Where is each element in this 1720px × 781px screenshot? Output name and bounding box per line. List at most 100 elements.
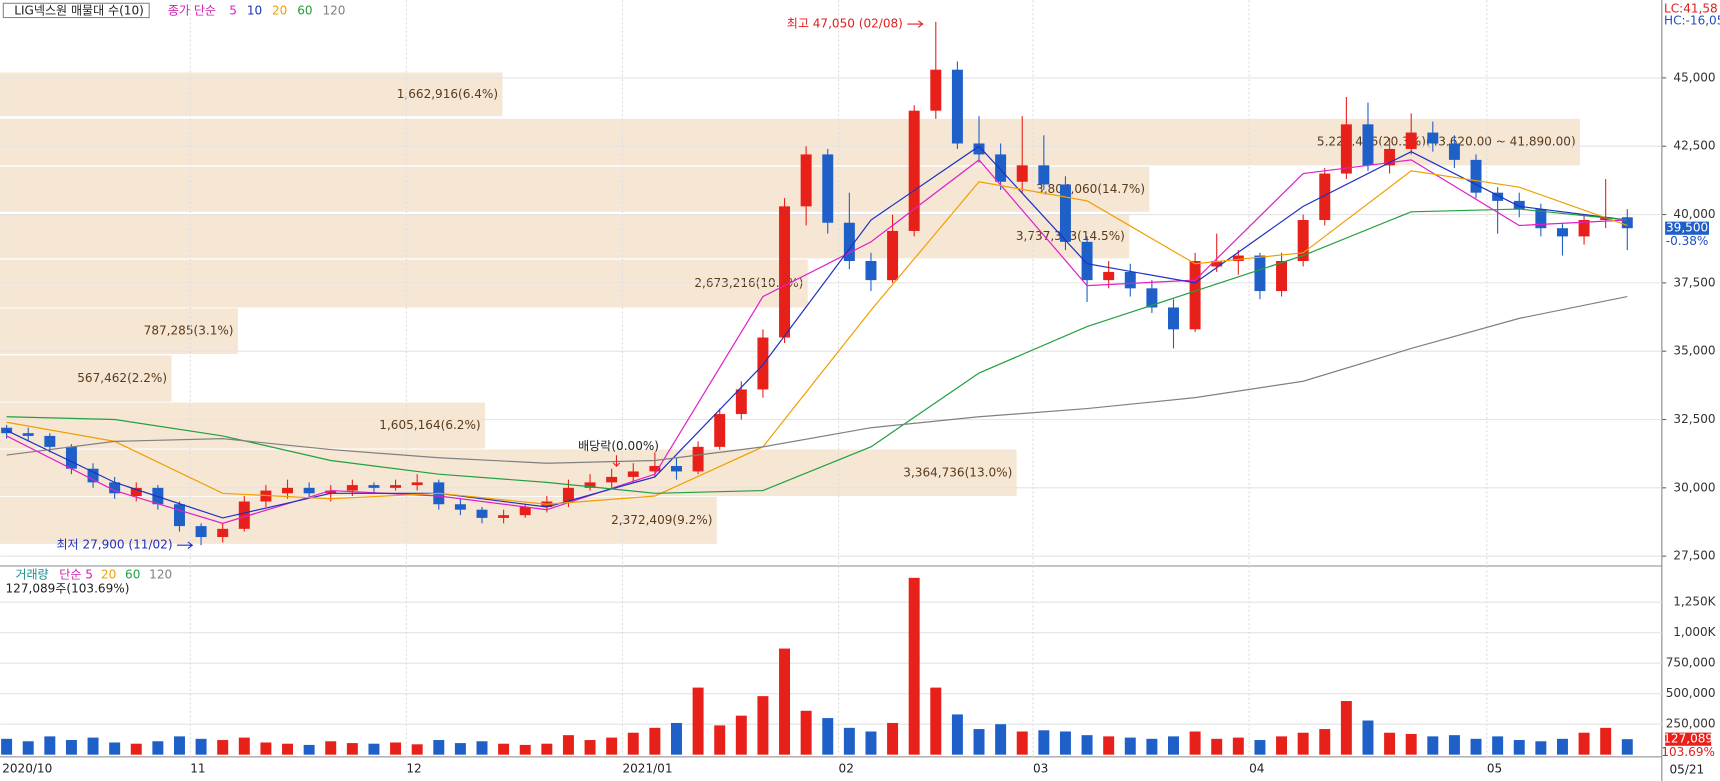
volume-profile-label: 787,285(3.1%) bbox=[144, 324, 234, 338]
price-box bbox=[1665, 221, 1710, 235]
volume-bar bbox=[1405, 733, 1417, 755]
volume-bar bbox=[1, 738, 13, 755]
candle-body bbox=[1103, 271, 1115, 281]
ma-line bbox=[6, 295, 1628, 464]
candle-body bbox=[1189, 261, 1201, 330]
volume-legend-entry: 60 bbox=[125, 567, 140, 581]
candle-body bbox=[1427, 132, 1439, 144]
volume-legend-entry: 120 bbox=[149, 567, 172, 581]
x-tick-label: 04 bbox=[1249, 761, 1264, 775]
volume-bar bbox=[1016, 731, 1028, 755]
y-tick-label: 30,000 bbox=[1673, 480, 1715, 494]
volume-profile-bar bbox=[0, 259, 808, 308]
volume-bar bbox=[325, 741, 337, 755]
volume-bar bbox=[1621, 739, 1633, 755]
candle-body bbox=[584, 482, 596, 488]
volume-profile-bar bbox=[0, 496, 717, 544]
candle-body bbox=[325, 490, 337, 494]
volume-title: 거래량 bbox=[15, 567, 48, 581]
candle-body bbox=[1340, 124, 1352, 174]
candle-body bbox=[173, 504, 185, 527]
volume-profile-bar bbox=[0, 214, 1130, 259]
volume-bar bbox=[498, 743, 510, 755]
volume-ratio: 103.69% bbox=[1661, 745, 1715, 759]
volume-bar bbox=[1211, 738, 1223, 755]
volume-bar bbox=[173, 736, 185, 755]
volume-bar bbox=[1103, 736, 1115, 755]
candle-body bbox=[1016, 165, 1028, 182]
candle-body bbox=[1470, 159, 1482, 193]
title-box bbox=[2, 2, 150, 19]
candle-body bbox=[1513, 200, 1525, 210]
candle-body bbox=[606, 476, 618, 483]
x-tick-label: 12 bbox=[406, 761, 421, 775]
candle-body bbox=[390, 485, 402, 488]
y-tick-label: 45,000 bbox=[1673, 70, 1715, 84]
candle-body bbox=[1535, 209, 1547, 229]
candle-body bbox=[303, 487, 315, 494]
candle-body bbox=[22, 433, 34, 436]
candle-body bbox=[1621, 217, 1633, 229]
volume-bar bbox=[130, 743, 142, 755]
ma-line bbox=[6, 145, 1628, 519]
volume-bar bbox=[671, 722, 682, 755]
candle-body bbox=[1600, 217, 1612, 221]
y-tick-label: 42,500 bbox=[1673, 139, 1715, 153]
candle-body bbox=[714, 414, 726, 447]
volume-bar bbox=[822, 718, 834, 755]
candle-body bbox=[411, 482, 423, 486]
volume-bar bbox=[282, 743, 294, 755]
candle-body bbox=[109, 482, 121, 494]
volume-bar bbox=[1556, 738, 1568, 755]
volume-profile-label: 5,229,406(20.3%)(43,620.00 ~ 41,890.00) bbox=[1317, 135, 1576, 149]
volume-bar bbox=[1535, 741, 1547, 755]
volume-bar bbox=[1059, 731, 1071, 755]
candle-body bbox=[65, 446, 77, 469]
candle-body bbox=[951, 69, 963, 144]
volume-bar bbox=[627, 732, 639, 755]
candle-body bbox=[519, 506, 531, 516]
y-tick-label: 37,500 bbox=[1673, 275, 1715, 289]
volume-bar bbox=[109, 742, 121, 755]
legend-entry: 5 bbox=[229, 3, 237, 17]
volume-bar bbox=[44, 736, 56, 755]
candle-body bbox=[671, 465, 682, 472]
candle-body bbox=[454, 504, 466, 510]
candle-body bbox=[238, 501, 250, 529]
x-tick-label: 2020/10 bbox=[2, 761, 52, 775]
x-tick-label: 11 bbox=[190, 761, 205, 775]
lc-label: LC:41,58 bbox=[1664, 1, 1718, 15]
volume-bar bbox=[1513, 740, 1525, 755]
volume-bar bbox=[606, 737, 618, 755]
candle-body bbox=[1211, 261, 1223, 267]
candle-body bbox=[779, 206, 791, 338]
volume-bar bbox=[649, 727, 661, 755]
volume-bar bbox=[714, 725, 726, 755]
volume-legend-entry: 20 bbox=[101, 567, 116, 581]
volume-box bbox=[1665, 732, 1712, 746]
volume-profile-label: 1,662,916(6.4%) bbox=[397, 87, 498, 101]
candle-body bbox=[649, 465, 661, 472]
candle-body bbox=[1254, 255, 1266, 292]
candle-body bbox=[692, 446, 704, 472]
volume-bar bbox=[152, 741, 164, 755]
candle-body bbox=[346, 485, 358, 491]
volume-profile-label: 1,605,164(6.2%) bbox=[379, 418, 480, 432]
volume-bar bbox=[584, 740, 596, 755]
candle-body bbox=[498, 515, 510, 518]
candle-body bbox=[757, 337, 769, 390]
volume-bar bbox=[1276, 736, 1288, 755]
volume-bar bbox=[346, 743, 358, 755]
candle-body bbox=[217, 528, 229, 538]
candle-body bbox=[930, 69, 942, 111]
candle-body bbox=[1081, 241, 1093, 281]
volume-bar bbox=[541, 743, 553, 755]
volume-bar bbox=[995, 724, 1007, 755]
volume-bar bbox=[1146, 738, 1158, 755]
x-tick-label: 03 bbox=[1033, 761, 1048, 775]
volume-bar bbox=[454, 743, 466, 755]
volume-bar bbox=[22, 741, 34, 755]
volume-bar bbox=[217, 740, 229, 755]
candle-body bbox=[44, 435, 56, 447]
ma-line bbox=[6, 170, 1628, 505]
